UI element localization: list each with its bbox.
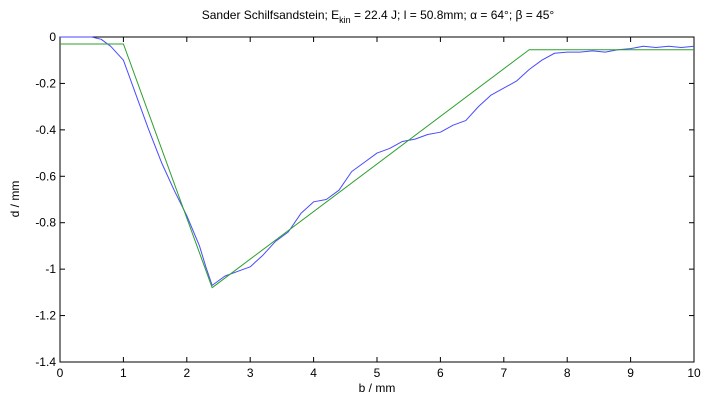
y-axis-label: d / mm: [8, 181, 22, 218]
x-tick-label: 4: [310, 366, 317, 380]
x-tick-label: 3: [247, 366, 254, 380]
series-line-2: [60, 43, 694, 289]
chart-title-subscript: kin: [339, 15, 351, 25]
chart-title-suffix: = 22.4 J; l = 50.8mm; α = 64°; β = 45°: [351, 8, 555, 22]
y-tick-label: 0: [49, 30, 56, 44]
x-tick-label: 1: [120, 366, 127, 380]
x-tick-label: 5: [374, 366, 381, 380]
chart-title: Sander Schilfsandstein; Ekin = 22.4 J; l…: [202, 8, 555, 25]
y-axis: 0 -0.2 -0.4 -0.6 -0.8 -1 -1.2 -1.4: [35, 30, 694, 369]
y-tick-label: -1.4: [35, 355, 56, 369]
x-tick-label: 10: [687, 366, 701, 380]
y-tick-label: -0.8: [35, 216, 56, 230]
x-tick-label: 6: [437, 366, 444, 380]
y-tick-label: -0.4: [35, 123, 56, 137]
x-tick-label: 7: [500, 366, 507, 380]
x-axis-label: b / mm: [359, 381, 396, 395]
series-layer: [60, 36, 695, 289]
y-tick-label: -1.2: [35, 309, 56, 323]
chart-title-prefix: Sander Schilfsandstein; E: [202, 8, 339, 22]
series-line-1: [60, 36, 695, 286]
y-tick-label: -0.2: [35, 76, 56, 90]
y-tick-label: -0.6: [35, 169, 56, 183]
x-axis: 0 1 2 3 4 5 6 7 8 9 10: [57, 37, 701, 380]
x-tick-label: 9: [627, 366, 634, 380]
y-tick-label: -1: [45, 262, 56, 276]
x-tick-label: 8: [564, 366, 571, 380]
x-tick-label: 0: [57, 366, 64, 380]
x-tick-label: 2: [183, 366, 190, 380]
